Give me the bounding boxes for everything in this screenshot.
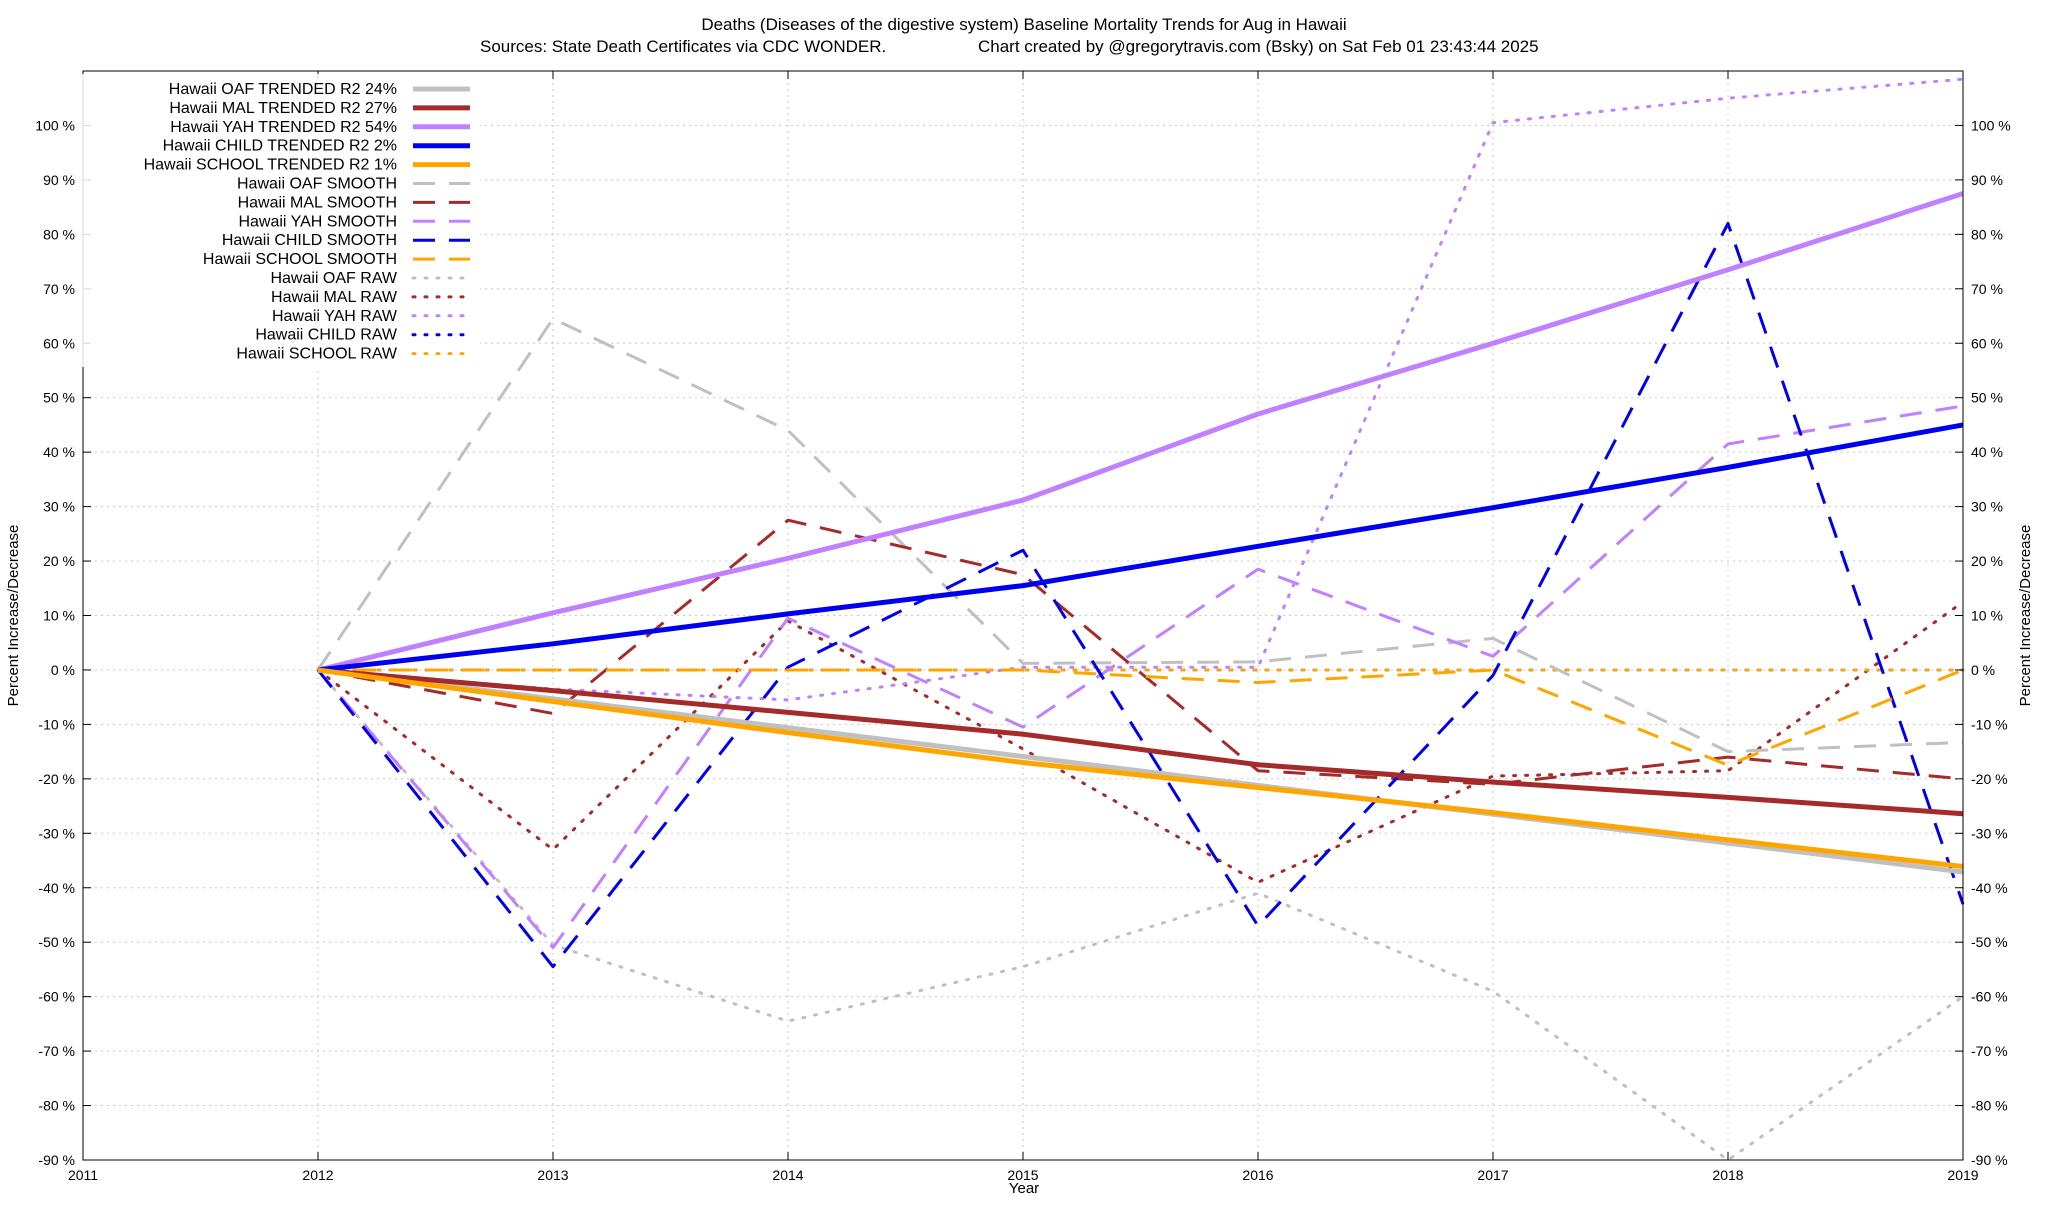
y-tick-label-right: -40 % — [1971, 880, 2008, 896]
y-tick-label-left: 30 % — [43, 499, 75, 515]
legend-label: Hawaii SCHOOL RAW — [236, 346, 398, 363]
y-tick-label-left: 0 % — [51, 662, 75, 678]
series-line-hawaii-child-smooth — [316, 222, 1965, 969]
y-tick-label-left: 60 % — [43, 335, 75, 351]
y-tick-label-right: -60 % — [1971, 989, 2008, 1005]
y-tick-label-left: -20 % — [38, 771, 75, 787]
y-tick-label-left: 70 % — [43, 281, 75, 297]
y-tick-label-right: 0 % — [1971, 662, 1995, 678]
y-tick-label-right: -50 % — [1971, 934, 2008, 950]
legend-label: Hawaii SCHOOL SMOOTH — [203, 251, 397, 268]
x-tick-label: 2019 — [1947, 1167, 1978, 1183]
chart-subtitle-credit: Chart created by @gregorytravis.com (Bsk… — [978, 37, 1539, 56]
y-tick-label-right: -70 % — [1971, 1043, 2008, 1059]
legend: Hawaii OAF TRENDED R2 24% Hawaii MAL TREN… — [80, 74, 480, 367]
y-tick-label-right: 80 % — [1971, 226, 2003, 242]
y-tick-label-right: 20 % — [1971, 553, 2003, 569]
y-tick-label-left: 20 % — [43, 553, 75, 569]
legend-label: Hawaii CHILD TRENDED R2 2% — [163, 138, 397, 155]
series-line-hawaii-child-trended-r2-2 — [317, 422, 1964, 673]
y-tick-label-right: -30 % — [1971, 825, 2008, 841]
y-tick-label-right: 90 % — [1971, 172, 2003, 188]
x-tick-label: 2013 — [537, 1167, 568, 1183]
series-line-hawaii-oaf-smooth — [316, 317, 1964, 754]
y-tick-label-right: 50 % — [1971, 390, 2003, 406]
x-tick-label: 2012 — [302, 1167, 333, 1183]
y-tick-label-left: 40 % — [43, 444, 75, 460]
y-tick-label-left: -10 % — [38, 716, 75, 732]
y-tick-label-left: 90 % — [43, 172, 75, 188]
x-axis-label: Year — [1009, 1180, 1039, 1197]
legend-label: Hawaii YAH TRENDED R2 54% — [170, 119, 397, 136]
y-tick-label-right: 70 % — [1971, 281, 2003, 297]
legend-label: Hawaii YAH RAW — [272, 308, 398, 325]
y-tick-label-left: -30 % — [38, 825, 75, 841]
y-tick-label-right: -10 % — [1971, 716, 2008, 732]
y-tick-label-right: 30 % — [1971, 499, 2003, 515]
series-line-hawaii-mal-trended-r2-27 — [317, 667, 1964, 817]
legend-label: Hawaii CHILD RAW — [255, 327, 398, 344]
legend-label: Hawaii YAH SMOOTH — [238, 213, 397, 230]
legend-label: Hawaii CHILD SMOOTH — [222, 232, 397, 249]
chart-title: Deaths (Diseases of the digestive system… — [701, 15, 1346, 34]
series-line-hawaii-yah-smooth — [316, 404, 1964, 950]
series-line-hawaii-oaf-trended-r2-24 — [317, 667, 1964, 875]
legend-label: Hawaii SCHOOL TRENDED R2 1% — [144, 157, 397, 174]
y-axis-label-left: Percent Increase/Decrease — [5, 525, 22, 707]
legend-label: Hawaii OAF RAW — [270, 270, 397, 287]
series-lines — [316, 77, 1965, 1162]
y-tick-label-right: -90 % — [1971, 1152, 2008, 1168]
legend-label: Hawaii MAL TRENDED R2 27% — [169, 100, 397, 117]
y-tick-label-right: 40 % — [1971, 444, 2003, 460]
x-tick-label: 2018 — [1712, 1167, 1743, 1183]
y-tick-label-right: -80 % — [1971, 1098, 2008, 1114]
y-tick-label-left: -60 % — [38, 989, 75, 1005]
series-line-hawaii-school-smooth — [318, 668, 1964, 767]
series-line-hawaii-yah-trended-r2-54 — [317, 191, 1964, 673]
y-tick-label-left: -90 % — [38, 1152, 75, 1168]
y-axis-label-right: Percent Increase/Decrease — [2017, 525, 2034, 707]
chart-subtitle-source: Sources: State Death Certificates via CD… — [480, 37, 886, 56]
y-tick-label-left: 10 % — [43, 608, 75, 624]
series-line-hawaii-school-trended-r2-1 — [317, 667, 1964, 869]
series-line-hawaii-oaf-raw — [316, 668, 1965, 1162]
y-tick-label-left: 100 % — [35, 117, 75, 133]
series-line-hawaii-mal-smooth — [317, 518, 1964, 786]
y-tick-label-left: 50 % — [43, 390, 75, 406]
x-tick-label: 2016 — [1242, 1167, 1273, 1183]
y-tick-label-right: 10 % — [1971, 608, 2003, 624]
y-tick-label-left: -40 % — [38, 880, 75, 896]
legend-label: Hawaii OAF TRENDED R2 24% — [169, 81, 397, 98]
axes: 2011 2012 2013 2014 2015 2016 2017 2018 2019-90 … — [35, 71, 2011, 1183]
x-tick-label: 2011 — [68, 1167, 98, 1183]
y-tick-label-right: 100 % — [1971, 117, 2011, 133]
series-line-hawaii-mal-raw — [316, 600, 1965, 884]
y-tick-label-right: -20 % — [1971, 771, 2008, 787]
legend-label: Hawaii MAL RAW — [271, 289, 398, 306]
y-tick-label-left: -50 % — [38, 934, 75, 950]
y-tick-label-right: 60 % — [1971, 335, 2003, 351]
y-tick-label-left: -70 % — [38, 1043, 75, 1059]
series-line-hawaii-yah-raw — [316, 77, 1965, 702]
x-tick-label: 2015 — [1007, 1167, 1038, 1183]
y-tick-label-left: 80 % — [43, 226, 75, 242]
legend-label: Hawaii MAL SMOOTH — [238, 194, 397, 211]
legend-label: Hawaii OAF SMOOTH — [237, 176, 397, 193]
x-tick-label: 2014 — [772, 1167, 803, 1183]
x-tick-label: 2017 — [1477, 1167, 1508, 1183]
y-tick-label-left: -80 % — [38, 1098, 75, 1114]
